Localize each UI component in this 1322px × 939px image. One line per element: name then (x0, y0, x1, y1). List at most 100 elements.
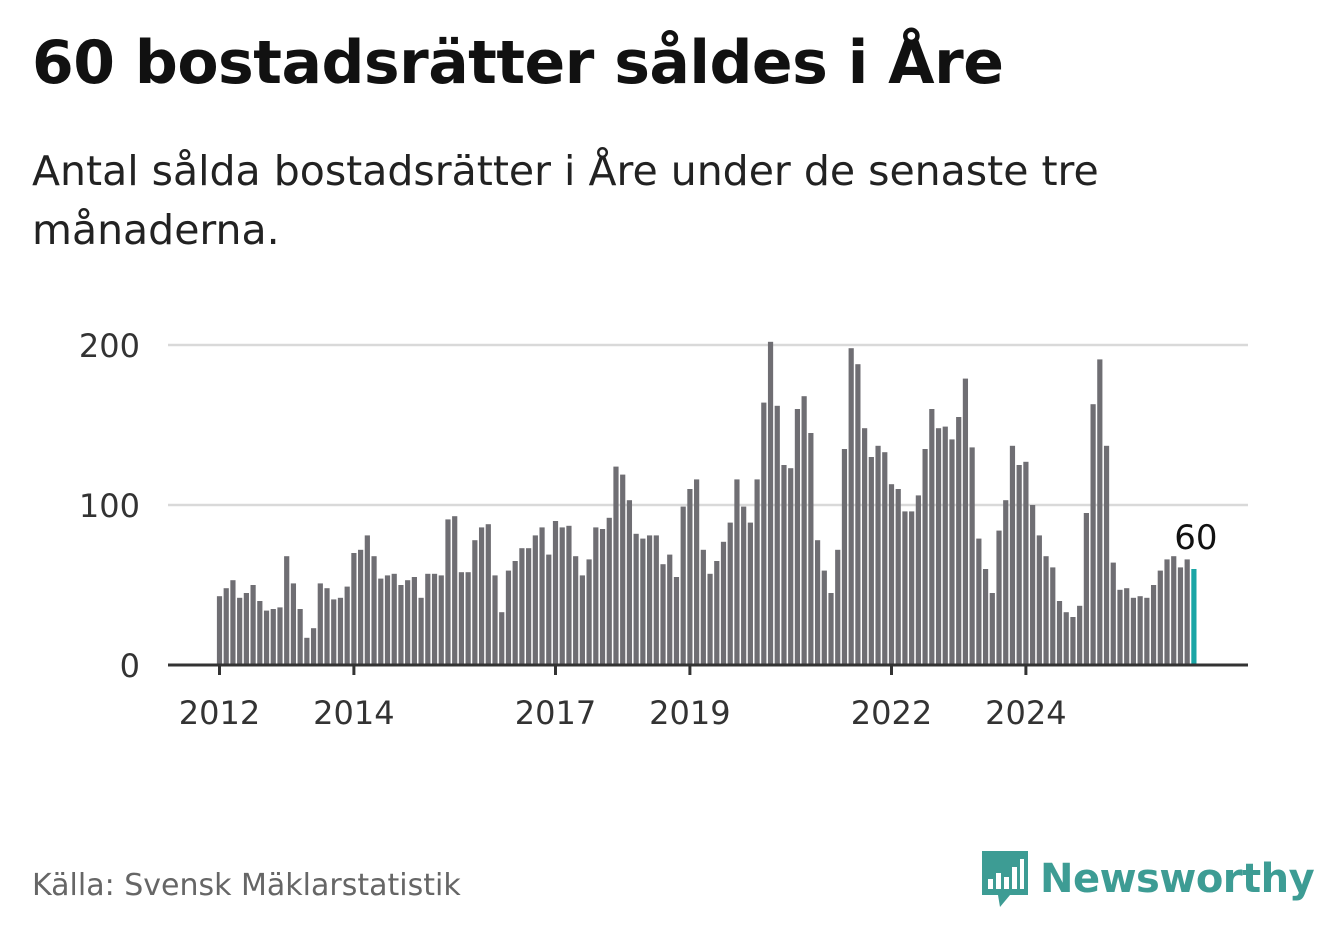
bar (962, 378, 969, 665)
x-tick-label: 2022 (851, 694, 932, 732)
bar-chart: 0 100 200 2012 2014 2017 2019 2022 2024 60 (79, 327, 1248, 732)
x-tick-label: 2012 (179, 694, 260, 732)
bar (855, 364, 861, 665)
bar (1137, 596, 1143, 665)
bar (747, 522, 753, 665)
bar (1023, 461, 1029, 665)
bar (263, 610, 270, 665)
bar (754, 479, 760, 665)
newsworthy-logo-icon (982, 851, 1028, 907)
bar (1097, 359, 1103, 665)
bar (942, 426, 948, 665)
bar (1016, 465, 1022, 665)
bar (425, 573, 431, 665)
bar (868, 457, 874, 665)
x-tick-label: 2017 (515, 694, 596, 732)
bar (519, 548, 525, 665)
brand[interactable]: Newsworthy (980, 848, 1315, 910)
bar (969, 447, 975, 665)
bar (458, 572, 465, 665)
bar (599, 529, 606, 665)
bar (344, 586, 350, 665)
bar (290, 583, 297, 665)
bar (882, 452, 888, 665)
bar (317, 583, 323, 665)
bar (579, 575, 585, 665)
bar (1036, 535, 1042, 665)
bar (1003, 500, 1009, 665)
bar (720, 541, 727, 665)
bar (331, 599, 337, 665)
bar (922, 449, 928, 665)
bar (398, 585, 404, 665)
bar (1150, 585, 1157, 665)
bar (492, 575, 498, 665)
bar (694, 479, 700, 665)
bar (888, 484, 895, 665)
bar (384, 575, 391, 665)
bar (1070, 617, 1076, 665)
bar (1124, 588, 1130, 665)
bar (935, 428, 942, 665)
bar (1090, 404, 1096, 665)
bar (808, 433, 814, 665)
x-tick-label: 2024 (985, 694, 1066, 732)
bar (613, 466, 619, 665)
bar (1117, 589, 1123, 665)
bar (539, 527, 545, 665)
bar (411, 577, 417, 665)
bar (230, 580, 236, 665)
bar (566, 525, 572, 665)
chart-title: 60 bostadsrätter såldes i Åre (32, 28, 1004, 98)
bar (243, 593, 249, 665)
bar (270, 609, 276, 665)
bar (828, 593, 834, 665)
bar (431, 573, 438, 665)
bar (727, 522, 733, 665)
bar (1056, 601, 1063, 665)
bar (512, 561, 518, 665)
brand-name: Newsworthy (1040, 856, 1315, 902)
bar (1110, 562, 1116, 665)
bar (250, 585, 256, 665)
bar (895, 489, 901, 665)
bar (707, 573, 713, 665)
bar (418, 597, 424, 665)
bar (1144, 597, 1150, 665)
bar (586, 559, 592, 665)
bar (848, 348, 854, 665)
bar (1043, 556, 1049, 665)
bar (445, 519, 451, 665)
bar (1171, 556, 1177, 665)
bar (841, 449, 848, 665)
data-label: 60 (1174, 518, 1217, 558)
bar (1063, 612, 1069, 665)
bar (371, 556, 377, 665)
bar (989, 593, 995, 665)
bar (297, 609, 303, 665)
bar (1103, 445, 1110, 665)
bar (559, 527, 565, 665)
bar (499, 612, 505, 665)
bar (223, 588, 229, 665)
bar (478, 527, 485, 665)
y-tick-label: 200 (79, 327, 140, 365)
bar (976, 538, 982, 665)
bar (472, 540, 478, 665)
bar (1177, 567, 1184, 665)
bar (875, 445, 881, 665)
bar (277, 607, 283, 665)
chart-subtitle: Antal sålda bostadsrätter i Åre under de… (32, 147, 1099, 254)
bar (452, 516, 458, 665)
bar (781, 465, 787, 665)
bar (284, 556, 290, 665)
bar (237, 597, 243, 665)
bar (653, 535, 659, 665)
bar (788, 468, 794, 665)
bar (835, 549, 841, 665)
bar (465, 572, 471, 665)
bar (485, 524, 491, 665)
bar (700, 549, 706, 665)
bar (606, 517, 612, 665)
bar (620, 474, 626, 665)
